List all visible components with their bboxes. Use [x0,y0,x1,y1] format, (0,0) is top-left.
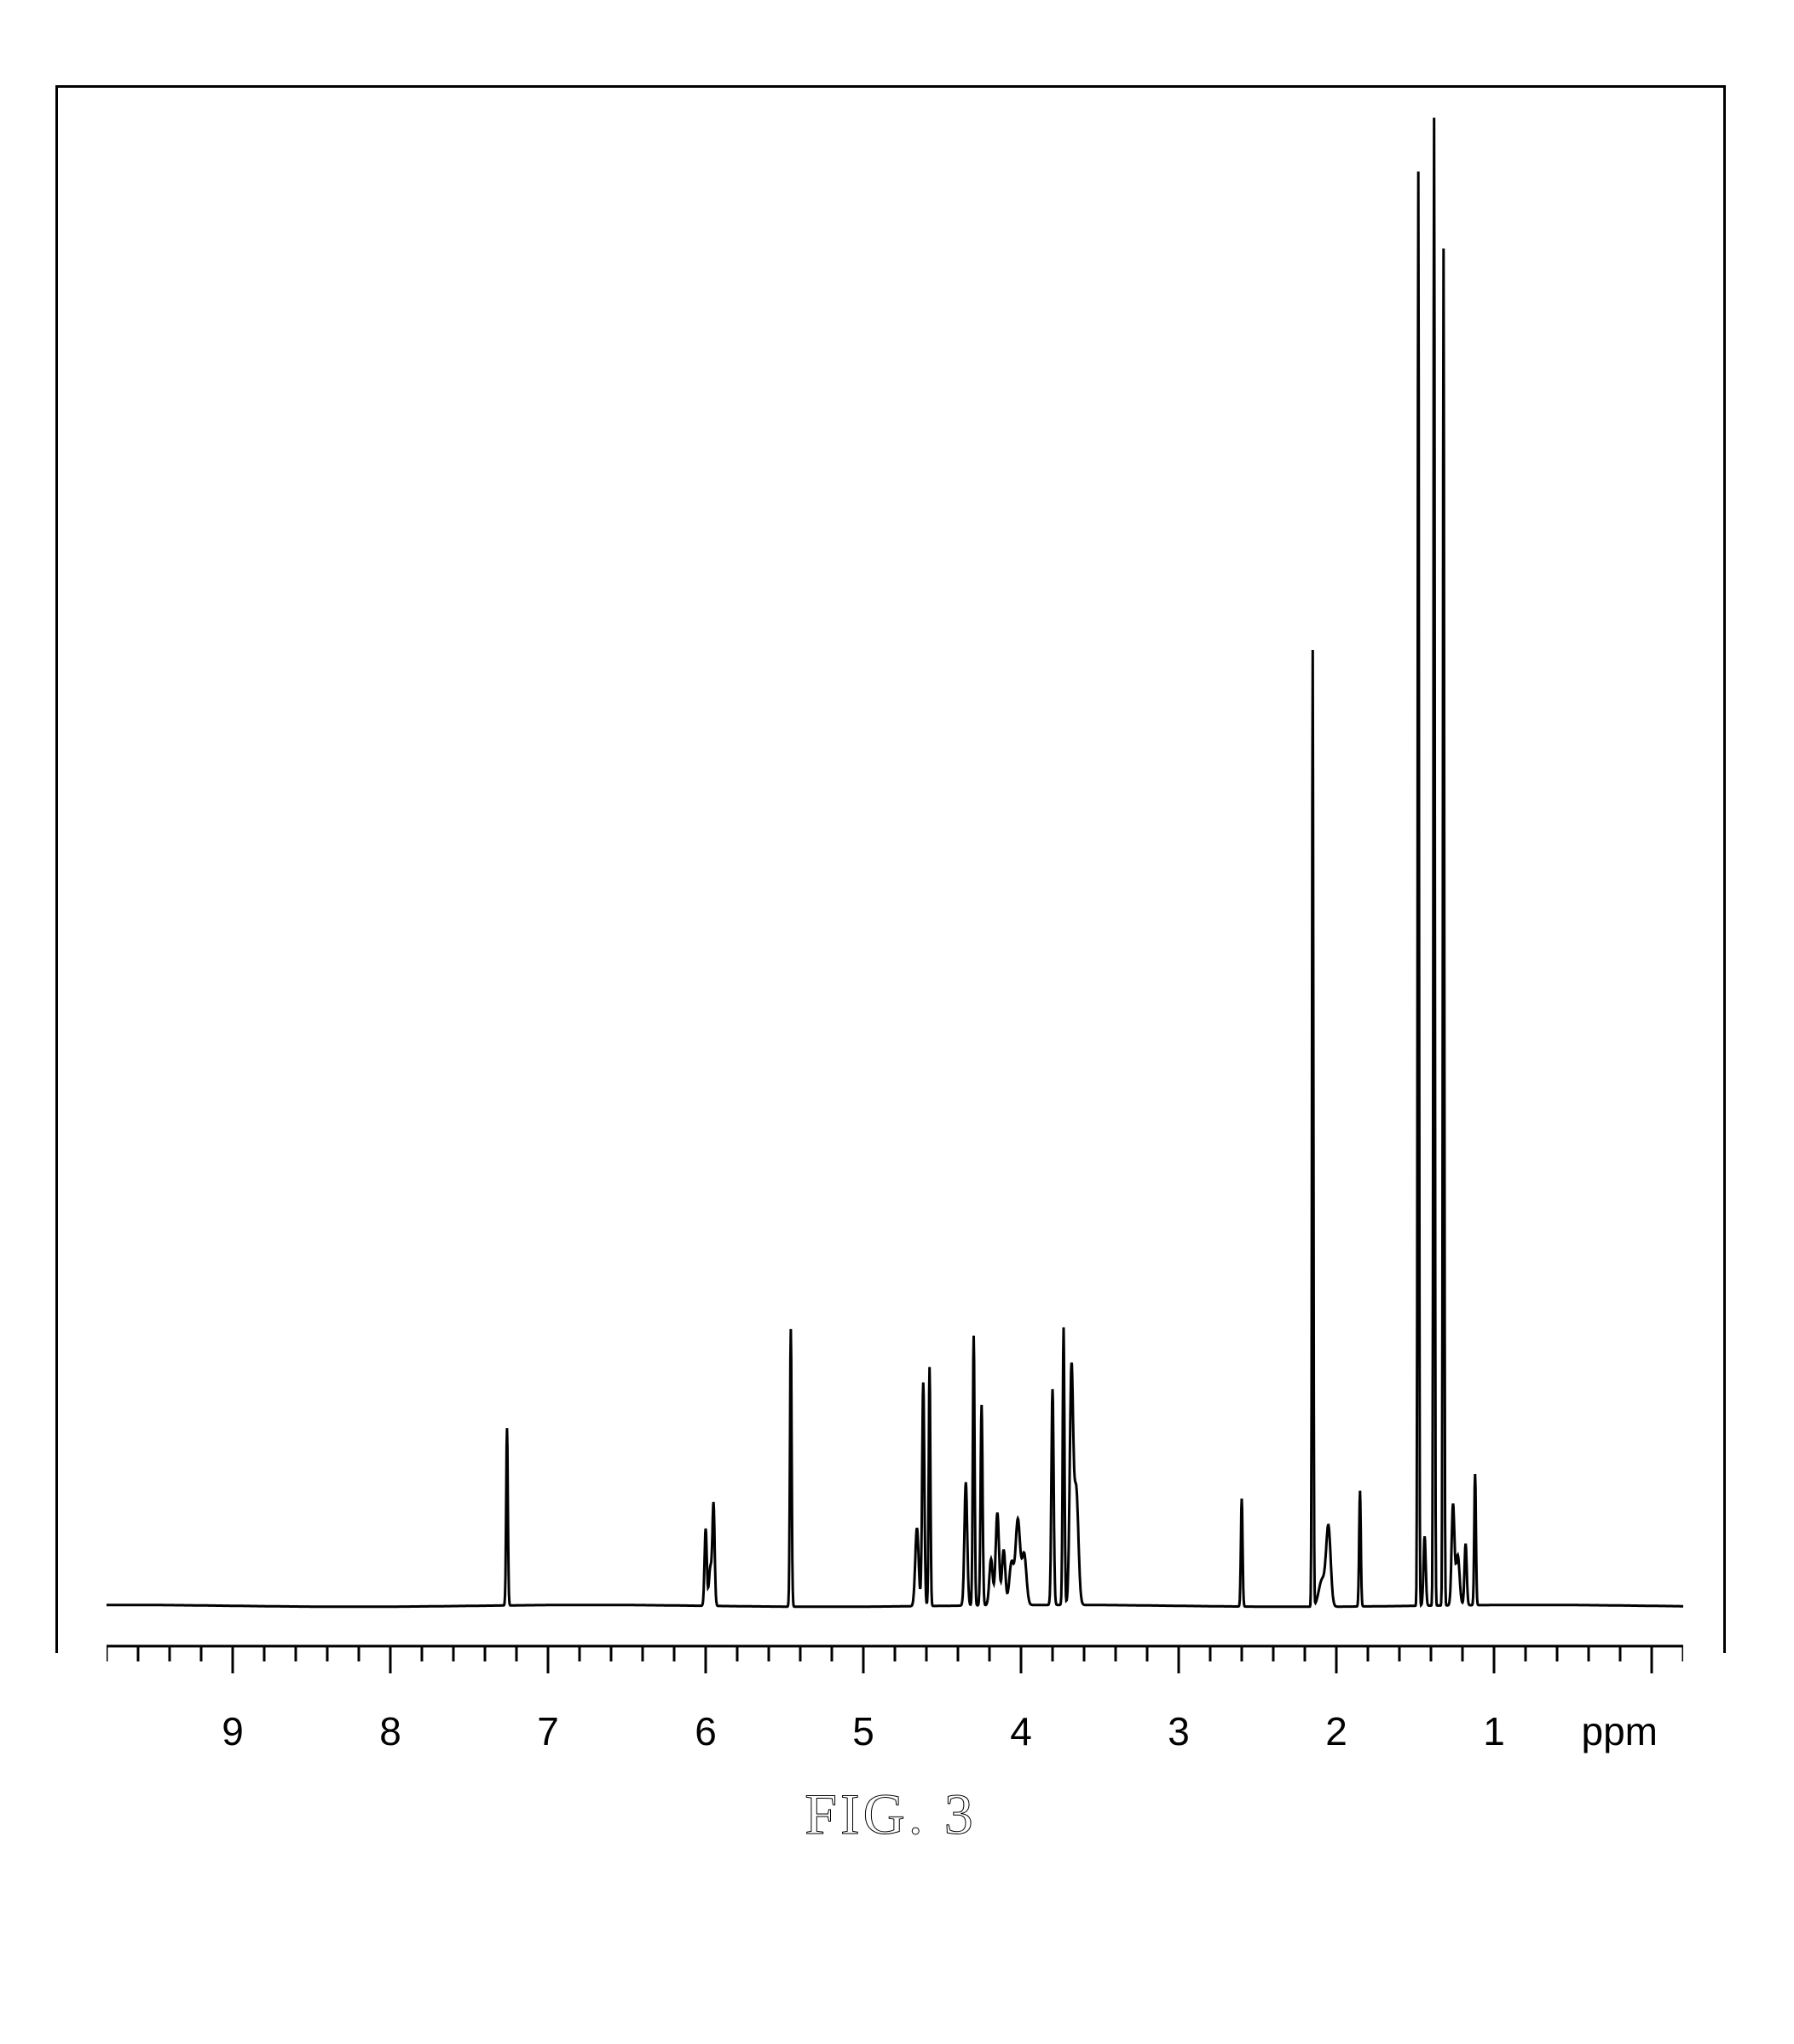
x-axis [107,1644,1683,1696]
x-tick-label: 4 [1004,1708,1038,1754]
x-tick-label: 9 [216,1708,250,1754]
x-axis-label: ppm [1582,1708,1658,1754]
x-tick-label: 8 [373,1708,407,1754]
x-tick-label: 3 [1162,1708,1196,1754]
x-tick-label: 1 [1477,1708,1511,1754]
x-tick-label: 6 [689,1708,723,1754]
nmr-figure: 9 8 7 6 5 4 3 2 1 ppm FIG. 3 [55,85,1726,1960]
nmr-spectrum-trace [107,102,1683,1644]
x-tick-label: 7 [531,1708,565,1754]
plot-area [107,102,1683,1644]
x-tick-label: 2 [1319,1708,1353,1754]
x-tick-label: 5 [846,1708,880,1754]
figure-caption: FIG. 3 [805,1781,977,1848]
